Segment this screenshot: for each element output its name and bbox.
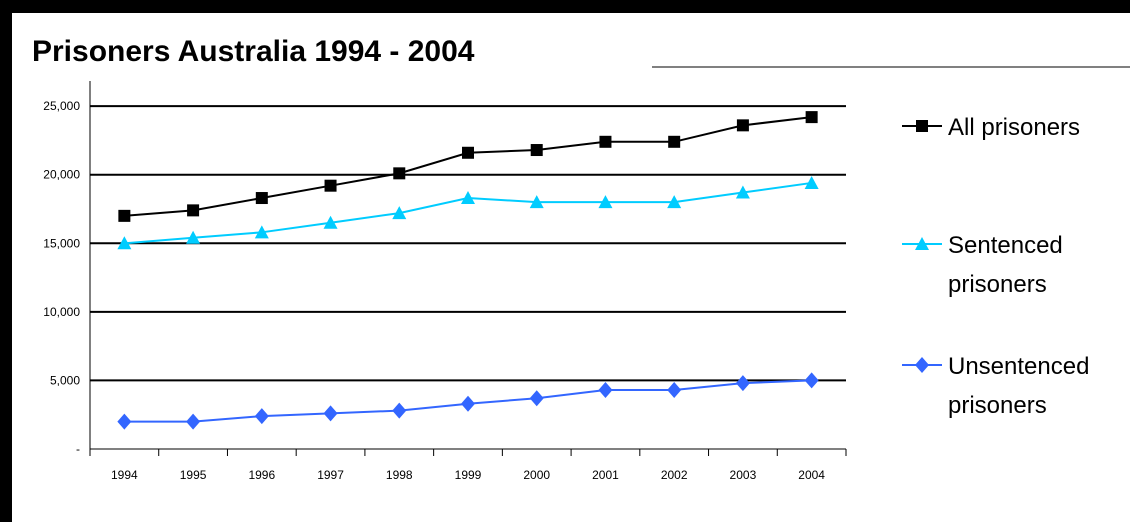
sentenced-prisoners-marker bbox=[392, 206, 407, 220]
unsentenced-prisoners-marker bbox=[735, 375, 750, 392]
x-tick-label: 1997 bbox=[317, 468, 344, 482]
unsentenced-prisoners-marker bbox=[323, 405, 338, 422]
sentenced-prisoners-marker bbox=[735, 185, 750, 199]
x-tick-label: 1999 bbox=[455, 468, 482, 482]
unsentenced-prisoners-marker bbox=[392, 402, 407, 419]
all-prisoners-marker bbox=[462, 146, 474, 159]
legend-unsentenced-prisoners-label: Unsentenced prisoners bbox=[948, 353, 1089, 419]
line-chart: - 5,000 10,000 15,000 20,000 25,000 1994 1995 19… bbox=[43, 81, 1089, 482]
x-tick-label: 2002 bbox=[661, 468, 688, 482]
all-prisoners-marker bbox=[805, 111, 818, 124]
x-tick-label: 1998 bbox=[386, 468, 413, 482]
all-prisoners-marker bbox=[255, 192, 268, 205]
unsentenced-prisoners-marker bbox=[186, 413, 201, 430]
sentenced-prisoners-marker bbox=[323, 215, 338, 229]
chart-title: Prisoners Australia 1994 - 2004 bbox=[32, 35, 475, 68]
unsentenced-prisoners-marker bbox=[254, 408, 269, 425]
sentenced-prisoners-marker bbox=[667, 195, 682, 209]
y-tick-label: 20,000 bbox=[43, 168, 80, 182]
legend-all-prisoners-marker bbox=[916, 120, 928, 132]
x-tick-label: 2001 bbox=[592, 468, 619, 482]
unsentenced-prisoners-marker bbox=[529, 390, 544, 407]
legend-sentenced-prisoners-marker bbox=[915, 237, 929, 250]
y-tick-label: 10,000 bbox=[43, 305, 80, 319]
all-prisoners-marker bbox=[393, 167, 406, 180]
x-tick-label: 1996 bbox=[248, 468, 275, 482]
sentenced-prisoners-marker bbox=[461, 191, 475, 205]
legend-unsentenced-prisoners-marker bbox=[915, 357, 929, 373]
x-tick-label: 2000 bbox=[523, 468, 550, 482]
chart-panel: Prisoners Australia 1994 - 2004 - 5,000 10… bbox=[12, 13, 1130, 522]
unsentenced-prisoners-marker bbox=[598, 382, 613, 399]
sentenced-prisoners-marker bbox=[804, 175, 819, 189]
unsentenced-prisoners-marker bbox=[804, 372, 819, 389]
x-tick-label: 1995 bbox=[180, 468, 207, 482]
legend-sentenced-prisoners-label: Sentenced prisoners bbox=[948, 232, 1063, 298]
y-tick-label: - bbox=[76, 442, 80, 456]
all-prisoners-marker bbox=[599, 135, 612, 148]
unsentenced-prisoners-marker bbox=[117, 413, 132, 430]
sentenced-prisoners-marker bbox=[598, 195, 613, 209]
all-prisoners-marker bbox=[530, 144, 543, 157]
all-prisoners-marker bbox=[668, 135, 681, 148]
x-tick-label: 1994 bbox=[111, 468, 138, 482]
sentenced-prisoners-marker bbox=[117, 236, 132, 250]
legend-all-prisoners-label: All prisoners bbox=[948, 114, 1080, 141]
sentenced-prisoners-marker bbox=[529, 195, 544, 209]
x-tick-label: 2003 bbox=[730, 468, 757, 482]
y-tick-label: 15,000 bbox=[43, 236, 80, 250]
all-prisoners-marker bbox=[324, 179, 337, 192]
y-tick-label: 5,000 bbox=[50, 373, 80, 387]
sentenced-prisoners-marker bbox=[254, 225, 269, 239]
title-divider bbox=[652, 66, 1130, 68]
unsentenced-prisoners-marker bbox=[667, 382, 682, 399]
all-prisoners-marker bbox=[187, 204, 200, 217]
unsentenced-prisoners-marker bbox=[461, 395, 475, 412]
all-prisoners-marker bbox=[736, 119, 749, 132]
all-prisoners-marker bbox=[118, 209, 131, 222]
x-tick-label: 2004 bbox=[798, 468, 825, 482]
sentenced-prisoners-marker bbox=[186, 230, 201, 244]
y-tick-label: 25,000 bbox=[43, 99, 80, 113]
